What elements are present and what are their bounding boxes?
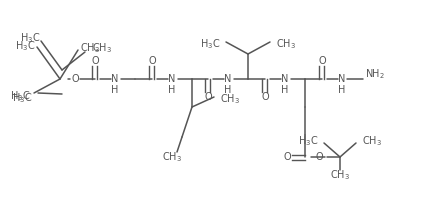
Text: H$_3$C: H$_3$C [14, 39, 35, 53]
Text: O: O [204, 92, 211, 102]
Text: N: N [224, 74, 231, 84]
Text: H: H [224, 85, 231, 95]
Text: H: H [111, 85, 118, 95]
Text: O: O [282, 152, 290, 162]
Text: CH$_3$: CH$_3$ [329, 168, 349, 182]
Text: N: N [111, 74, 118, 84]
Text: N: N [168, 74, 175, 84]
Text: H$_3$C: H$_3$C [199, 37, 219, 51]
Text: CH$_3$: CH$_3$ [275, 37, 295, 51]
Text: N: N [281, 74, 288, 84]
Text: H$_3$C: H$_3$C [20, 31, 40, 45]
Text: CH$_3$: CH$_3$ [161, 150, 181, 164]
Text: NH$_2$: NH$_2$ [364, 67, 384, 81]
Text: CH$_3$: CH$_3$ [361, 134, 381, 148]
Text: H$_3$C: H$_3$C [10, 89, 30, 103]
Text: H$_3$C: H$_3$C [12, 91, 32, 105]
Text: CH$_3$: CH$_3$ [80, 41, 100, 55]
Text: H$_3$C: H$_3$C [297, 134, 317, 148]
Text: H: H [168, 85, 175, 95]
Text: H: H [281, 85, 288, 95]
Text: O: O [317, 56, 325, 66]
Text: O: O [148, 56, 155, 66]
Text: CH$_3$: CH$_3$ [92, 41, 112, 55]
Text: O: O [314, 152, 322, 162]
Text: CH$_3$: CH$_3$ [219, 92, 239, 106]
Text: H: H [337, 85, 345, 95]
Text: O: O [261, 92, 268, 102]
Text: N: N [337, 74, 345, 84]
Text: O: O [91, 56, 98, 66]
Text: O: O [71, 74, 79, 84]
